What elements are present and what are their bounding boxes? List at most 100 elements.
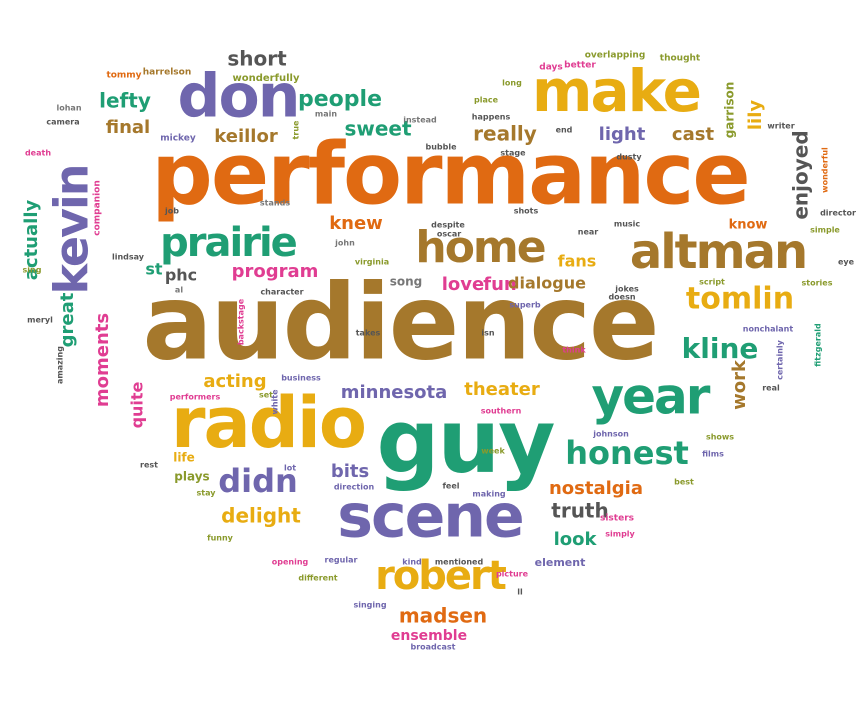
cloud-word-john: john	[334, 239, 355, 248]
cloud-word-look: look	[554, 529, 598, 550]
cloud-word-knew: knew	[329, 213, 383, 234]
cloud-word-prairie: prairie	[160, 220, 297, 266]
cloud-word-jokes: jokes	[614, 285, 639, 294]
cloud-word-sweet: sweet	[344, 117, 412, 141]
cloud-word-kind: kind	[402, 558, 422, 567]
cloud-word-fans: fans	[558, 252, 597, 271]
cloud-word-harrelson: harrelson	[143, 68, 192, 78]
cloud-word-element: element	[535, 556, 586, 569]
cloud-word-southern: southern	[481, 407, 522, 416]
cloud-word-place: place	[474, 96, 499, 105]
cloud-word-love: love	[442, 274, 484, 295]
cloud-word-people: people	[298, 87, 382, 112]
cloud-word-different: different	[298, 574, 337, 583]
cloud-word-superb: superb	[509, 301, 541, 310]
cloud-word-simply: simply	[605, 530, 635, 539]
cloud-word-films: films	[702, 450, 724, 459]
cloud-word-sing: sing	[23, 266, 42, 275]
cloud-word-enjoyed: enjoyed	[789, 130, 813, 219]
cloud-word-business: business	[281, 374, 321, 383]
cloud-word-st: st	[145, 260, 163, 279]
cloud-word-thought: thought	[660, 54, 701, 64]
cloud-word-script: script	[699, 278, 725, 287]
cloud-word-nonchalant: nonchalant	[743, 325, 794, 334]
cloud-word-stories: stories	[802, 279, 833, 288]
cloud-word-work: work	[729, 359, 750, 410]
cloud-word-meryl: meryl	[27, 316, 53, 325]
cloud-word-acting: acting	[203, 371, 266, 392]
cloud-word-near: near	[578, 228, 599, 237]
cloud-word-true: true	[292, 120, 301, 139]
cloud-word-audience: audience	[142, 261, 657, 383]
cloud-word-guy: guy	[376, 390, 554, 493]
cloud-word-cast: cast	[672, 124, 715, 145]
cloud-word-real: real	[762, 384, 780, 393]
cloud-word-shows: shows	[706, 433, 734, 442]
cloud-word-white: white	[271, 389, 280, 415]
cloud-word-lily: lily	[745, 100, 766, 131]
cloud-word-amazing: amazing	[56, 346, 65, 384]
cloud-word-program: program	[232, 261, 319, 282]
cloud-word-singing: singing	[353, 601, 386, 610]
cloud-word-altman: altman	[630, 224, 806, 280]
cloud-word-scene: scene	[337, 482, 522, 552]
cloud-word-tomlin: tomlin	[686, 282, 794, 317]
cloud-word-set: set	[259, 391, 273, 400]
cloud-word-lot: lot	[284, 464, 296, 473]
cloud-word-takes: takes	[356, 329, 381, 338]
cloud-word-phc: phc	[165, 266, 197, 285]
cloud-word-tommy: tommy	[106, 71, 141, 81]
cloud-word-funny: funny	[207, 534, 234, 543]
cloud-word-companion: companion	[93, 180, 103, 236]
cloud-word-don: don	[178, 62, 299, 132]
cloud-word-instead: instead	[403, 116, 437, 125]
cloud-word-fun: fun	[483, 274, 516, 295]
cloud-word-stage: stage	[500, 149, 526, 158]
cloud-word-great: great	[57, 292, 78, 347]
cloud-word-doesn: doesn	[608, 293, 635, 302]
cloud-word-truth: truth	[551, 499, 608, 523]
cloud-word-opening: opening	[272, 558, 309, 567]
cloud-word-overlapping: overlapping	[585, 51, 646, 61]
cloud-word-eye: eye	[838, 258, 855, 267]
cloud-word-certainly: certainly	[776, 339, 785, 380]
cloud-word-week: week	[481, 447, 505, 456]
cloud-word-days: days	[539, 63, 562, 73]
cloud-word-actually: actually	[21, 200, 42, 281]
cloud-word-backstage: backstage	[237, 298, 246, 345]
cloud-word-final: final	[106, 117, 150, 138]
cloud-word-picture: picture	[496, 570, 529, 579]
cloud-word-happens: happens	[472, 113, 511, 122]
cloud-word-quite: quite	[128, 381, 147, 428]
cloud-word-long: long	[502, 79, 522, 88]
cloud-word-honest: honest	[565, 434, 689, 472]
cloud-word-moments: moments	[92, 313, 113, 407]
cloud-word-death: death	[25, 149, 51, 158]
cloud-word-minnesota: minnesota	[341, 382, 448, 403]
cloud-word-mentioned: mentioned	[435, 558, 484, 567]
cloud-word-robert: robert	[375, 553, 507, 599]
cloud-word-year: year	[592, 368, 711, 426]
cloud-word-fitzgerald: fitzgerald	[814, 323, 823, 367]
cloud-word-keillor: keillor	[214, 126, 278, 147]
cloud-word-ensemble: ensemble	[391, 628, 467, 644]
cloud-word-end: end	[556, 126, 573, 135]
cloud-word-direction: direction	[334, 483, 375, 492]
cloud-word-home: home	[415, 222, 544, 273]
cloud-word-simple: simple	[810, 226, 840, 235]
cloud-word-mickey: mickey	[160, 134, 196, 144]
cloud-word-best: best	[674, 478, 694, 487]
cloud-word-oscar: oscar	[437, 230, 461, 239]
cloud-word-bits: bits	[331, 461, 369, 482]
cloud-word-plays: plays	[174, 470, 209, 484]
cloud-word-wonderfully: wonderfully	[233, 73, 300, 84]
cloud-word-stay: stay	[197, 489, 217, 498]
cloud-word-ll: ll	[517, 588, 523, 597]
cloud-word-bubble: bubble	[425, 143, 457, 152]
cloud-word-light: light	[599, 124, 646, 145]
cloud-word-director: director	[820, 209, 856, 218]
cloud-word-character: character	[260, 288, 303, 297]
cloud-word-shots: shots	[514, 207, 539, 216]
